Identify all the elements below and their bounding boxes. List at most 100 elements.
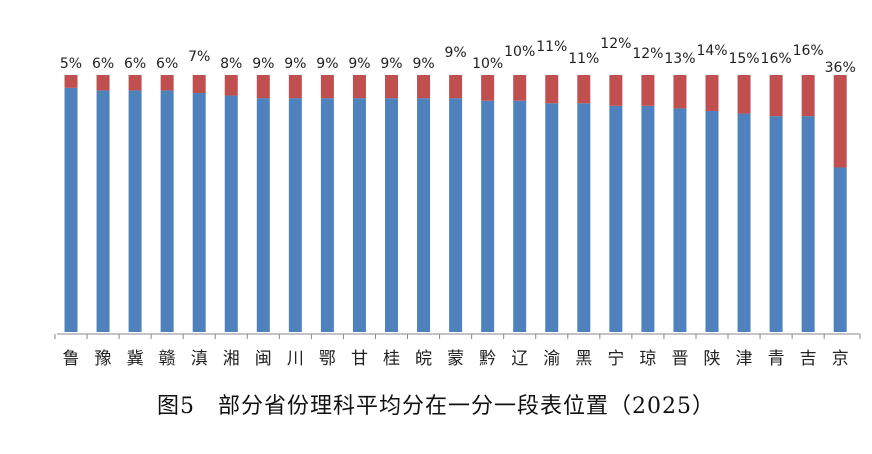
bar-position	[705, 75, 719, 111]
data-label: 9%	[348, 56, 370, 72]
data-label: 6%	[156, 56, 178, 72]
data-label: 7%	[188, 49, 210, 65]
category-label: 桂	[383, 349, 400, 369]
data-label: 15%	[728, 51, 759, 67]
bar-remainder	[160, 90, 174, 332]
bar-remainder	[192, 92, 206, 333]
data-label: 11%	[568, 51, 599, 67]
category-label: 渝	[543, 349, 560, 369]
bar-remainder	[577, 103, 591, 333]
bar-position	[673, 75, 687, 109]
category-label: 豫	[95, 349, 112, 369]
bar-position	[128, 75, 142, 91]
bar-remainder	[705, 110, 719, 332]
data-label: 9%	[316, 56, 338, 72]
bar-position	[192, 75, 206, 93]
category-label: 黔	[479, 349, 496, 369]
bar-position	[224, 75, 238, 96]
bar-position	[417, 75, 431, 99]
category-label: 黑	[575, 349, 592, 369]
category-label: 晋	[671, 349, 688, 369]
bar-position	[545, 75, 559, 104]
data-label: 36%	[825, 60, 856, 76]
bar-position	[160, 75, 174, 91]
category-label: 闽	[255, 349, 272, 369]
bar-position	[385, 75, 398, 99]
data-label: 6%	[92, 56, 114, 72]
bar-position	[641, 75, 655, 106]
bar-position	[288, 75, 302, 99]
bar-remainder	[385, 98, 398, 332]
data-label: 12%	[600, 36, 631, 52]
data-label: 9%	[380, 56, 402, 72]
category-label: 滇	[191, 349, 208, 369]
bar-position	[64, 75, 78, 88]
bar-remainder	[96, 90, 110, 332]
data-label: 9%	[444, 45, 466, 61]
stacked-bar-chart: 5% 鲁 6% 豫 6% 冀 6% 赣 7% 滇 8% 湘 9% 闽 9% 川 9% 鄂 9% 甘 9% 桂 9% 皖 9% 蒙 1…	[54, 36, 861, 369]
data-label: 9%	[412, 56, 434, 72]
bar-position	[833, 75, 847, 168]
data-label: 16%	[761, 51, 792, 67]
bar-position	[481, 75, 495, 101]
bar-remainder	[833, 167, 847, 332]
bar-position	[737, 75, 751, 114]
data-label: 10%	[472, 56, 503, 72]
data-label: 8%	[220, 56, 242, 72]
bar-remainder	[224, 95, 238, 332]
category-label: 鲁	[63, 349, 80, 369]
data-label: 16%	[793, 43, 824, 59]
category-label: 宁	[607, 349, 624, 369]
bar-remainder	[545, 103, 559, 333]
bar-position	[577, 75, 591, 104]
bar-remainder	[449, 98, 463, 332]
bar-remainder	[801, 116, 815, 333]
bar-remainder	[256, 98, 270, 332]
category-label: 湘	[223, 349, 240, 369]
category-label: 津	[736, 349, 753, 369]
category-label: 川	[287, 349, 304, 369]
data-label: 10%	[504, 44, 535, 60]
category-label: 冀	[127, 349, 144, 369]
data-label: 9%	[284, 56, 306, 72]
bar-remainder	[417, 98, 431, 332]
bar-position	[96, 75, 110, 91]
bar-remainder	[128, 90, 142, 332]
bar-position	[256, 75, 270, 99]
category-label: 辽	[511, 349, 528, 369]
category-label: 赣	[159, 349, 176, 369]
category-label: 吉	[800, 349, 817, 369]
category-label: 甘	[351, 349, 368, 369]
data-label: 11%	[536, 39, 567, 55]
bar-position	[449, 75, 463, 99]
bar-remainder	[513, 100, 527, 332]
bar-remainder	[352, 98, 366, 332]
bar-remainder	[288, 98, 302, 332]
bar-remainder	[737, 113, 751, 332]
category-label: 青	[768, 349, 785, 369]
category-label: 鄂	[319, 349, 336, 369]
category-label: 皖	[415, 349, 432, 369]
bar-position	[352, 75, 366, 99]
category-label: 京	[832, 349, 849, 369]
bar-remainder	[481, 100, 495, 332]
data-label: 14%	[696, 43, 727, 59]
bar-remainder	[609, 105, 623, 332]
data-label: 12%	[632, 46, 663, 62]
data-label: 6%	[124, 56, 146, 72]
bar-remainder	[64, 87, 78, 332]
bar-remainder	[673, 108, 687, 332]
bar-remainder	[641, 105, 655, 332]
data-label: 9%	[252, 56, 274, 72]
chart-title: 图5 部分省份理科平均分在一分一段表位置（2025）	[157, 394, 715, 419]
bar-position	[320, 75, 334, 99]
bar-position	[801, 75, 815, 117]
bar-position	[513, 75, 527, 101]
bar-position	[769, 75, 783, 117]
category-label: 陕	[704, 349, 721, 369]
data-label: 5%	[60, 56, 82, 72]
bar-remainder	[320, 98, 334, 332]
bar-remainder	[769, 116, 783, 333]
bar-position	[609, 75, 623, 106]
data-label: 13%	[664, 51, 695, 67]
